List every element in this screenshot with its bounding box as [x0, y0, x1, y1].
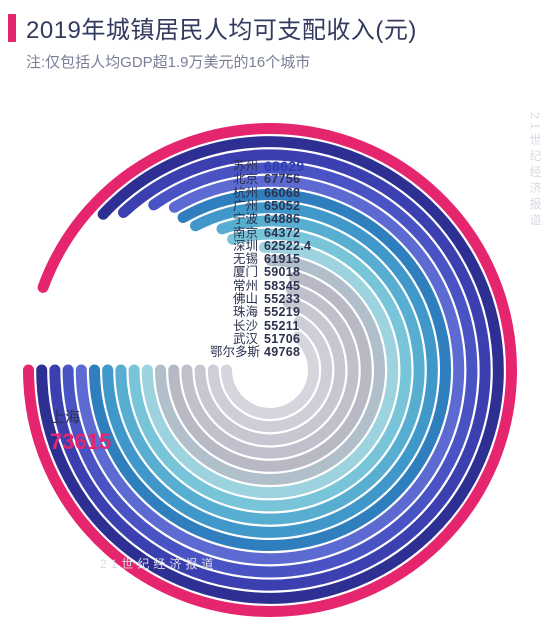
shanghai-callout: 上海 73615: [50, 406, 111, 455]
callout-value: 73615: [50, 429, 111, 455]
ring-常州: [161, 261, 380, 480]
chart-subtitle: 注:仅包括人均GDP超1.9万美元的16个城市: [0, 49, 550, 72]
chart-title: 2019年城镇居民人均可支配收入(元): [26, 10, 417, 45]
ring-上海: [29, 129, 512, 612]
title-bar: 2019年城镇居民人均可支配收入(元): [0, 0, 550, 49]
callout-city: 上海: [50, 409, 80, 426]
title-accent-marker: [8, 14, 16, 42]
radial-rings-svg: [0, 72, 550, 632]
ring-鄂尔多斯: [227, 337, 314, 414]
radial-chart: 苏州68629北京67756杭州66068广州65052宁波64886南京643…: [0, 72, 550, 602]
